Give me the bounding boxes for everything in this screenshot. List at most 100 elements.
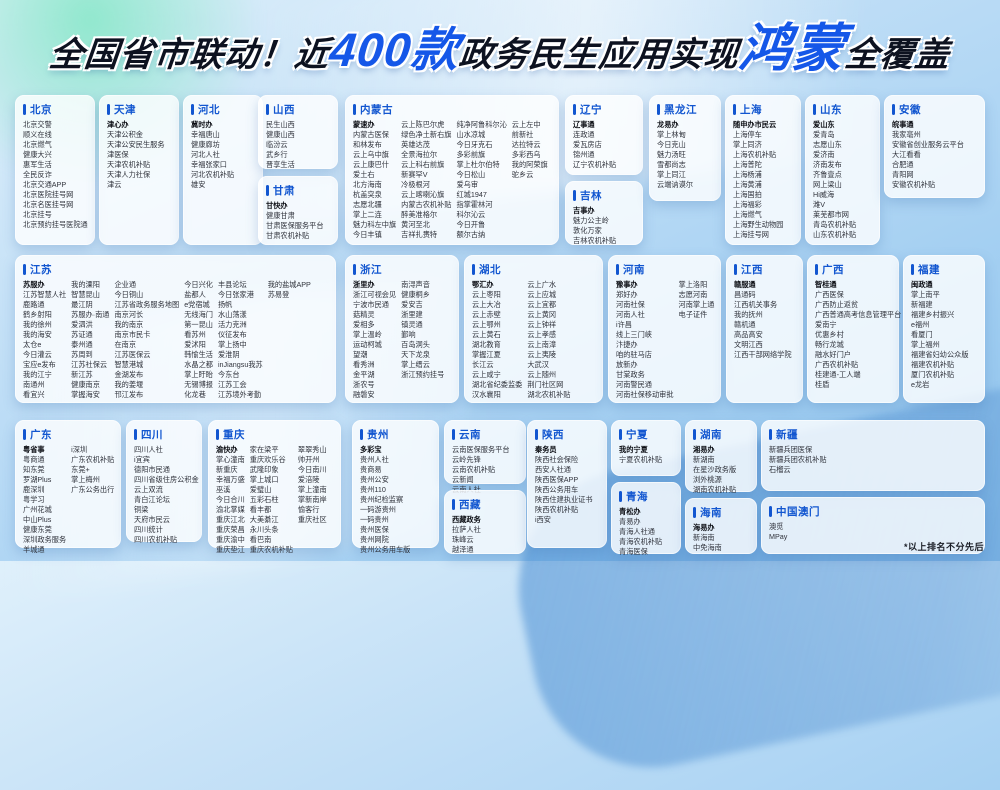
app-column: 民生山西 健康山西 临汾云 武乡行 晋享生活 <box>266 120 295 170</box>
app-item: 爱土右 <box>353 170 375 179</box>
app-item: 看巴南 <box>249 535 272 544</box>
app-item: 贵州纪检监察 <box>360 495 404 504</box>
app-item: 津医保 <box>107 150 129 159</box>
app-item: 莱芜都市网 <box>813 210 849 219</box>
app-column: 辽事通 连政通 爱瓦房店 锦州通 辽宁农机补贴 <box>573 120 616 170</box>
app-item: 运动柯城 <box>353 340 382 349</box>
app-columns: 闽政通 掌上南平 新福建 福建乡村振兴 e福州 看厦门 掌上福州 福建省妇幼公众版 福建农机补贴… <box>911 280 977 390</box>
app-item: 我的江宁 <box>23 370 52 379</box>
province-card-ningxia: 宁夏 我的宁夏 宁夏农机补贴 <box>611 420 681 476</box>
app-item: 宝应e发布 <box>23 360 56 369</box>
app-columns: 豫事办 郑好办 河南社保 河南人社 i许昌 线上三门峡 汴捷办 咱的驻马店 放新办 甘棠政务 河南警… <box>616 280 715 400</box>
app-item: 翠翠秀山 <box>297 445 327 454</box>
app-item: 志愿山东 <box>813 140 842 149</box>
app-column: 纯净阿鲁科尔沁 山水凉城 今日牙克石 多彩前旗 掌上杜尔伯特 今日松山 爱乌审 红城1947 指… <box>456 120 506 240</box>
app-item: Hi威海 <box>813 190 835 199</box>
app-item: 今日灌云 <box>23 350 52 359</box>
province-name: 陕西 <box>542 429 564 441</box>
app-columns: 智桂通 广西医保 广西防止返贫 广西普通高考信息管理平台 爱南宁 优惠乡村 畅行龙城 融水好门… <box>815 280 901 390</box>
province-name: 中国澳门 <box>776 506 820 518</box>
province-name: 四川 <box>141 429 163 441</box>
app-item: 河南掌上通 <box>678 300 715 309</box>
app-item: 南京河长 <box>114 310 144 319</box>
app-column: 澳觅 MPay <box>769 522 787 542</box>
app-item: 爱青岛 <box>813 130 835 139</box>
header-marker <box>619 429 622 440</box>
app-item: 重庆垫江 <box>216 545 245 554</box>
app-columns: 多彩宝 贵州人社 贵商易 贵州公安 贵州110 贵州纪检监察 一码游贵州 一码贵州 贵州医保 贵州… <box>360 445 431 555</box>
app-columns: 澳觅 MPay <box>769 522 977 542</box>
province-header: 黑龙江 <box>657 102 713 117</box>
app-item: 志愿河南 <box>678 290 708 299</box>
app-column: 随申办市民云 上海停车 掌上同济 上海农机补贴 上海普陀 上海杨浦 上海黄浦 上海国拍 上海福彩… <box>733 120 783 240</box>
app-item: 四川统计 <box>134 525 163 534</box>
app-columns: 青松办 青易办 青海人社通 青海农机补贴 青海医保 <box>619 507 673 557</box>
province-name: 广西 <box>822 264 844 276</box>
province-header: 浙江 <box>353 262 451 277</box>
app-item: 赣服通 <box>734 280 756 289</box>
app-item: 我的徐州 <box>23 320 52 329</box>
app-column: 渝快办 掌心潼南 新重庆 幸福万盛 巫溪 今日合川 渝北掌媒 重庆江北 重庆荣昌 重庆渝中 重庆垫江 <box>216 445 245 555</box>
app-item: 云上科右前旗 <box>401 160 445 169</box>
app-columns: 甘快办 健康甘肃 甘肃医保服务平台 甘肃农机补贴 <box>266 201 330 241</box>
app-item: 掌上缙云 <box>401 360 430 369</box>
app-item: 江苏医保云 <box>114 350 151 359</box>
app-item: 幸福唐山 <box>191 130 220 139</box>
province-name: 内蒙古 <box>360 104 393 116</box>
app-item: 陕西公务用车 <box>535 485 579 494</box>
app-item: 云新闻 <box>452 475 474 484</box>
app-item: 看丰都 <box>249 505 272 514</box>
app-item: 爱乌审 <box>456 180 479 189</box>
app-columns: 湘易办 新湖南 在星沙政务版 浏外桃源 湖南农机补贴 <box>693 445 749 495</box>
app-item: 驼乡云 <box>511 170 534 179</box>
app-item: 线上三门峡 <box>616 330 652 339</box>
app-item: 重庆欢乐谷 <box>249 455 286 464</box>
app-column: 北京交警 顺义在线 北京燃气 健康大兴 惠军生活 全民反诈 北京交通APP 北京医院挂号网 北京… <box>23 120 88 230</box>
header-marker <box>266 104 269 115</box>
app-item: 临汾云 <box>266 140 288 149</box>
app-item: 江苏省政务服务地图 <box>114 300 180 309</box>
app-item: 志愿北疆 <box>353 200 382 209</box>
app-columns: 龙易办 掌上林甸 今日克山 魅力汤旺 雪都尚志 掌上同江 云端讷谟尔 <box>657 120 713 190</box>
app-columns: 吉事办 魅力公主岭 敦化万家 吉林农机补贴 <box>573 206 635 246</box>
app-item: 活力克洲 <box>217 320 247 329</box>
app-column: 苏服办 江苏智慧人社 鹿路通 鹤乡射阳 我的徐州 我的海安 太仓e 今日灌云 宝应e发布 我的江宁… <box>23 280 66 400</box>
app-item: 上海福彩 <box>733 200 762 209</box>
province-name: 浙江 <box>360 264 382 276</box>
app-item: 粤学习 <box>23 495 45 504</box>
province-header: 辽宁 <box>573 102 635 117</box>
app-item: 掌新南岸 <box>297 495 327 504</box>
province-header: 宁夏 <box>619 427 673 442</box>
app-item: 爱璧山 <box>249 485 272 494</box>
app-item: 今东台 <box>217 370 240 379</box>
app-item: 天津人力社保 <box>107 170 151 179</box>
app-column: 云上陈巴尔虎 绿色净土新右旗 英雄达茂 全景海拉尔 云上科右前旗 新赛罕V 冷极根河 云上喀喇… <box>401 120 451 240</box>
app-item: 皖事通 <box>892 120 914 129</box>
app-column: 龙易办 掌上林甸 今日克山 魅力汤旺 雪都尚志 掌上同江 云端讷谟尔 <box>657 120 693 190</box>
header-marker <box>573 104 576 115</box>
app-item: 掌握海安 <box>71 390 100 399</box>
app-column: 湘易办 新湖南 在星沙政务版 浏外桃源 湖南农机补贴 <box>693 445 736 495</box>
province-header: 湖南 <box>693 427 749 442</box>
province-name: 吉林 <box>580 190 602 202</box>
header-marker <box>353 104 356 115</box>
app-item: 前新社 <box>511 130 534 139</box>
app-item: 一码贵州 <box>360 515 389 524</box>
app-item: 我的姜堰 <box>114 380 144 389</box>
app-item: 江苏工会 <box>217 380 247 389</box>
app-item: 济南发布 <box>813 160 842 169</box>
app-item: 我的抚州 <box>734 310 763 319</box>
app-item: 浙农号 <box>353 380 375 389</box>
app-item: 云上黄石 <box>472 330 501 339</box>
app-item: 企业通 <box>114 280 137 289</box>
province-name: 山西 <box>273 104 295 116</box>
title-highlight-count: 400款 <box>327 23 463 76</box>
app-item: 江西机关事务 <box>734 300 778 309</box>
app-item: 望潮 <box>353 350 368 359</box>
app-item: 大武汉 <box>527 360 549 369</box>
header-marker <box>472 264 475 275</box>
app-item: 掌上二连 <box>353 210 382 219</box>
province-card-guizhou: 贵州 多彩宝 贵州人社 贵商易 贵州公安 贵州110 贵州纪检监察 一码游贵州 一码贵州 贵州医保… <box>352 420 439 554</box>
app-item: 辽事通 <box>573 120 595 129</box>
app-item: 甘肃医保服务平台 <box>266 221 324 230</box>
